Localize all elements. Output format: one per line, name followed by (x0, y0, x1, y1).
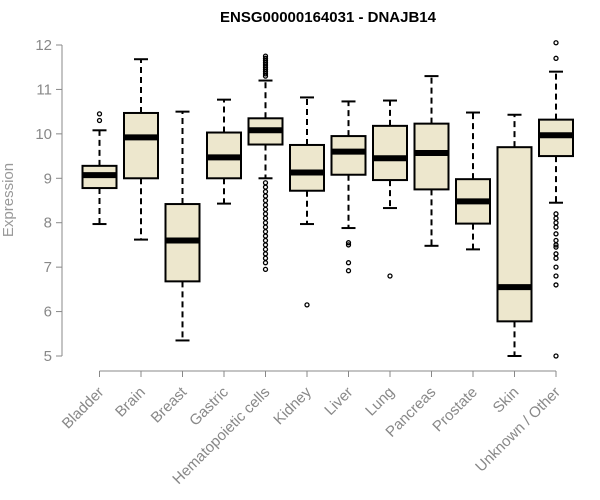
outlier-point (262, 251, 269, 257)
x-tick-label: Skin (490, 384, 523, 417)
boxes-group (81, 40, 574, 359)
outlier-point (553, 224, 559, 230)
y-axis-label: Expression (0, 163, 17, 237)
box-body (372, 124, 408, 182)
outlier-point (262, 246, 269, 253)
x-tick-label: Bladder (59, 384, 108, 433)
outlier-point (553, 242, 559, 248)
outlier-point (553, 244, 559, 250)
x-tick-label: Prostate (429, 384, 481, 436)
outlier-point (553, 282, 559, 288)
box-breast (164, 110, 201, 342)
x-tick-label: Brain (112, 384, 149, 421)
box-bladder (81, 111, 118, 226)
outlier-point (262, 215, 269, 221)
outlier-point (553, 237, 559, 244)
y-axis: 5 6 7 8 9 10 11 12 (35, 37, 63, 365)
y-tick-label: 11 (36, 81, 52, 98)
y-tick-label: 6 (44, 304, 52, 321)
outlier-point (262, 53, 269, 59)
outlier-point (262, 184, 269, 190)
box-liver (330, 100, 367, 274)
outlier-point (553, 211, 559, 217)
x-tick-label: Liver (321, 384, 356, 419)
outlier-point (553, 220, 559, 226)
box-body (123, 111, 159, 180)
outlier-point (553, 353, 559, 359)
outlier-point (262, 233, 269, 239)
outlier-point (262, 220, 269, 226)
outlier-point (387, 273, 393, 279)
outlier-point (96, 111, 103, 117)
y-tick-label: 12 (35, 37, 52, 54)
outlier-point (262, 55, 269, 61)
chart-title: ENSG00000164031 - DNAJB14 (220, 9, 437, 26)
outlier-point (553, 55, 559, 61)
box-lung (372, 99, 408, 279)
outlier-point (262, 206, 269, 213)
box-skin (496, 113, 533, 357)
box-unknown-other (538, 40, 574, 359)
outlier-point (262, 180, 269, 186)
x-tick-label: Breast (148, 383, 191, 426)
outlier-point (553, 215, 559, 221)
outlier-point (553, 251, 559, 257)
x-tick-label: Lung (362, 384, 398, 420)
outlier-point (96, 117, 103, 124)
outlier-point (262, 211, 269, 217)
outlier-point (262, 260, 269, 266)
outlier-point (262, 242, 269, 248)
outlier-point (345, 268, 352, 274)
outlier-point (262, 228, 269, 235)
outlier-point (553, 264, 559, 270)
box-kidney (289, 96, 325, 308)
box-prostate (455, 111, 491, 251)
outlier-point (262, 237, 269, 244)
box-pancreas (413, 75, 450, 247)
box-brain (123, 58, 159, 241)
outlier-point (304, 302, 310, 308)
outlier-point (262, 193, 269, 199)
box-body (413, 122, 450, 191)
box-hematopoietic-cells (247, 53, 284, 273)
box-body (289, 143, 325, 192)
box-gastric (206, 98, 242, 205)
y-tick-label: 7 (44, 259, 52, 276)
outlier-point (553, 231, 559, 237)
outlier-point (345, 260, 352, 266)
outlier-point (553, 40, 559, 46)
x-tick-label: Kidney (270, 383, 315, 428)
outlier-point (345, 242, 352, 248)
outlier-point (553, 255, 559, 261)
outlier-point (262, 255, 269, 261)
y-tick-label: 8 (44, 215, 52, 232)
outlier-point (262, 188, 269, 195)
box-body (330, 135, 367, 176)
outlier-point (553, 273, 559, 279)
y-tick-label: 9 (44, 170, 52, 187)
outlier-point (262, 202, 269, 208)
outlier-point (262, 197, 269, 204)
y-tick-label: 10 (35, 126, 52, 143)
outlier-point (262, 266, 269, 273)
outlier-point (345, 240, 352, 246)
box-body (496, 146, 533, 323)
y-tick-label: 5 (44, 348, 52, 365)
outlier-point (262, 224, 269, 230)
